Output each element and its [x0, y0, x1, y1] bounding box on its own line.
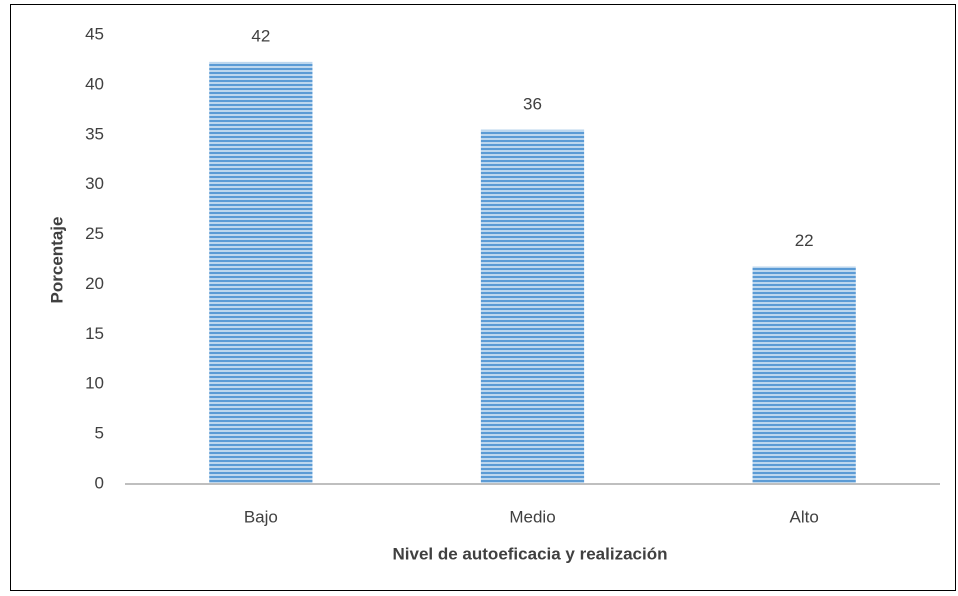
- y-tick-label: 35: [85, 124, 104, 143]
- y-tick-label: 30: [85, 174, 104, 193]
- bar: [209, 61, 313, 484]
- y-tick-label: 25: [85, 224, 104, 243]
- y-tick-label: 40: [85, 74, 104, 93]
- y-tick-label: 10: [85, 374, 104, 393]
- x-tick-label: Bajo: [244, 507, 278, 526]
- y-axis-title: Porcentaje: [47, 217, 66, 304]
- data-label: 42: [251, 26, 270, 45]
- y-tick-label: 45: [85, 24, 104, 43]
- data-label: 36: [523, 94, 542, 113]
- bar: [480, 129, 585, 485]
- y-tick-label: 15: [85, 324, 104, 343]
- y-tick-label: 5: [95, 424, 104, 443]
- data-label: 22: [795, 231, 814, 250]
- y-tick-label: 0: [95, 473, 104, 492]
- y-tick-label: 20: [85, 274, 104, 293]
- x-tick-label: Alto: [790, 507, 819, 526]
- x-axis-title: Nivel de autoeficacia y realización: [393, 544, 668, 563]
- bar: [752, 266, 856, 484]
- x-tick-label: Medio: [509, 507, 555, 526]
